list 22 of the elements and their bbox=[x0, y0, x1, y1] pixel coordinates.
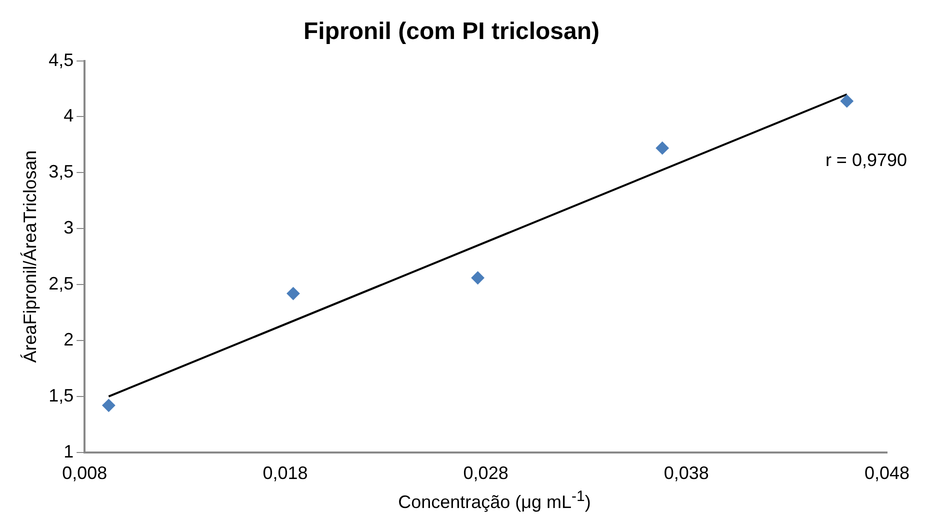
x-tick-label: 0,008 bbox=[62, 463, 108, 484]
x-axis-title: Concentração (μg mL$^{-1}$) bbox=[397, 488, 592, 513]
point bbox=[656, 142, 669, 155]
annotation: r = 0,9790 bbox=[825, 150, 907, 170]
y-tick-label: 4,5 bbox=[48, 50, 74, 70]
y-tick-label: 2 bbox=[64, 329, 74, 350]
point bbox=[471, 271, 484, 284]
y-tick-label: 4 bbox=[64, 106, 74, 126]
x-tick-label: 0,038 bbox=[664, 463, 709, 484]
point bbox=[840, 94, 854, 108]
point bbox=[286, 287, 300, 300]
x-tick-label: 0,018 bbox=[262, 463, 308, 484]
y-axis-title: ÁreaFipronil/ÁreaTriclosan bbox=[20, 150, 40, 363]
y-tick-label: 1 bbox=[64, 441, 74, 462]
y-tick-label: 3 bbox=[64, 218, 74, 238]
chart-title: Fipronil (com PI triclosan) bbox=[303, 18, 600, 46]
y-tick-label: 3,5 bbox=[48, 162, 74, 182]
point bbox=[102, 398, 116, 412]
y-tick-label: 1,5 bbox=[48, 385, 74, 406]
y-tick-label: 2,5 bbox=[48, 274, 74, 294]
x-tick-label: 0,048 bbox=[864, 463, 910, 484]
x-tick-label: 0,028 bbox=[463, 463, 508, 484]
